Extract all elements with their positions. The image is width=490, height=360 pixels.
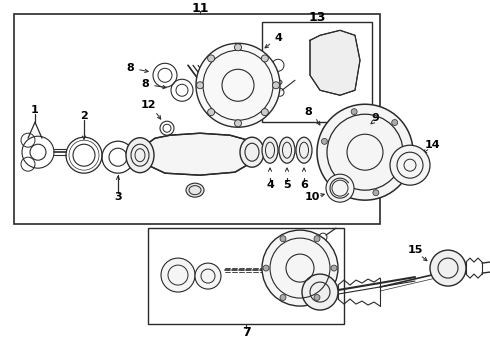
Circle shape <box>332 179 338 185</box>
Text: 6: 6 <box>300 180 308 190</box>
Circle shape <box>195 263 221 289</box>
Circle shape <box>161 258 195 292</box>
Text: 15: 15 <box>407 245 423 255</box>
Circle shape <box>272 82 279 89</box>
Circle shape <box>430 250 466 286</box>
Polygon shape <box>310 30 360 95</box>
Circle shape <box>208 109 215 116</box>
Circle shape <box>208 55 215 62</box>
Ellipse shape <box>240 137 264 167</box>
Circle shape <box>373 190 379 196</box>
Ellipse shape <box>296 137 312 163</box>
Circle shape <box>317 104 413 200</box>
Text: 12: 12 <box>140 100 156 110</box>
Text: 9: 9 <box>371 113 379 123</box>
Text: 8: 8 <box>126 63 134 73</box>
Bar <box>148 228 344 324</box>
Circle shape <box>403 160 409 166</box>
Text: 8: 8 <box>304 107 312 117</box>
Circle shape <box>196 82 203 89</box>
Text: 3: 3 <box>114 192 122 202</box>
Circle shape <box>314 294 320 301</box>
Circle shape <box>261 55 269 62</box>
Text: 11: 11 <box>191 2 209 15</box>
Circle shape <box>280 236 286 242</box>
Circle shape <box>302 274 338 310</box>
Text: 14: 14 <box>424 140 440 150</box>
Circle shape <box>321 138 327 144</box>
Bar <box>14 14 380 224</box>
Text: 4: 4 <box>274 33 282 43</box>
Circle shape <box>235 120 242 127</box>
Circle shape <box>392 120 398 126</box>
Text: 4: 4 <box>266 180 274 190</box>
Text: 8: 8 <box>141 79 149 89</box>
Text: 2: 2 <box>80 111 88 121</box>
Text: 13: 13 <box>308 11 326 24</box>
Circle shape <box>331 265 337 271</box>
Ellipse shape <box>279 137 295 163</box>
Circle shape <box>263 265 269 271</box>
Text: 5: 5 <box>283 180 291 190</box>
Circle shape <box>351 109 357 115</box>
Ellipse shape <box>186 183 204 197</box>
Circle shape <box>261 109 269 116</box>
Circle shape <box>280 294 286 301</box>
Bar <box>262 22 372 122</box>
Circle shape <box>196 43 280 127</box>
Text: 10: 10 <box>304 192 319 202</box>
Circle shape <box>326 174 354 202</box>
Ellipse shape <box>126 138 154 173</box>
Text: 7: 7 <box>242 325 250 338</box>
Ellipse shape <box>262 137 278 163</box>
Text: 1: 1 <box>31 105 39 115</box>
Circle shape <box>262 230 338 306</box>
Circle shape <box>314 236 320 242</box>
Circle shape <box>235 44 242 51</box>
Circle shape <box>390 145 430 185</box>
Polygon shape <box>140 133 255 175</box>
